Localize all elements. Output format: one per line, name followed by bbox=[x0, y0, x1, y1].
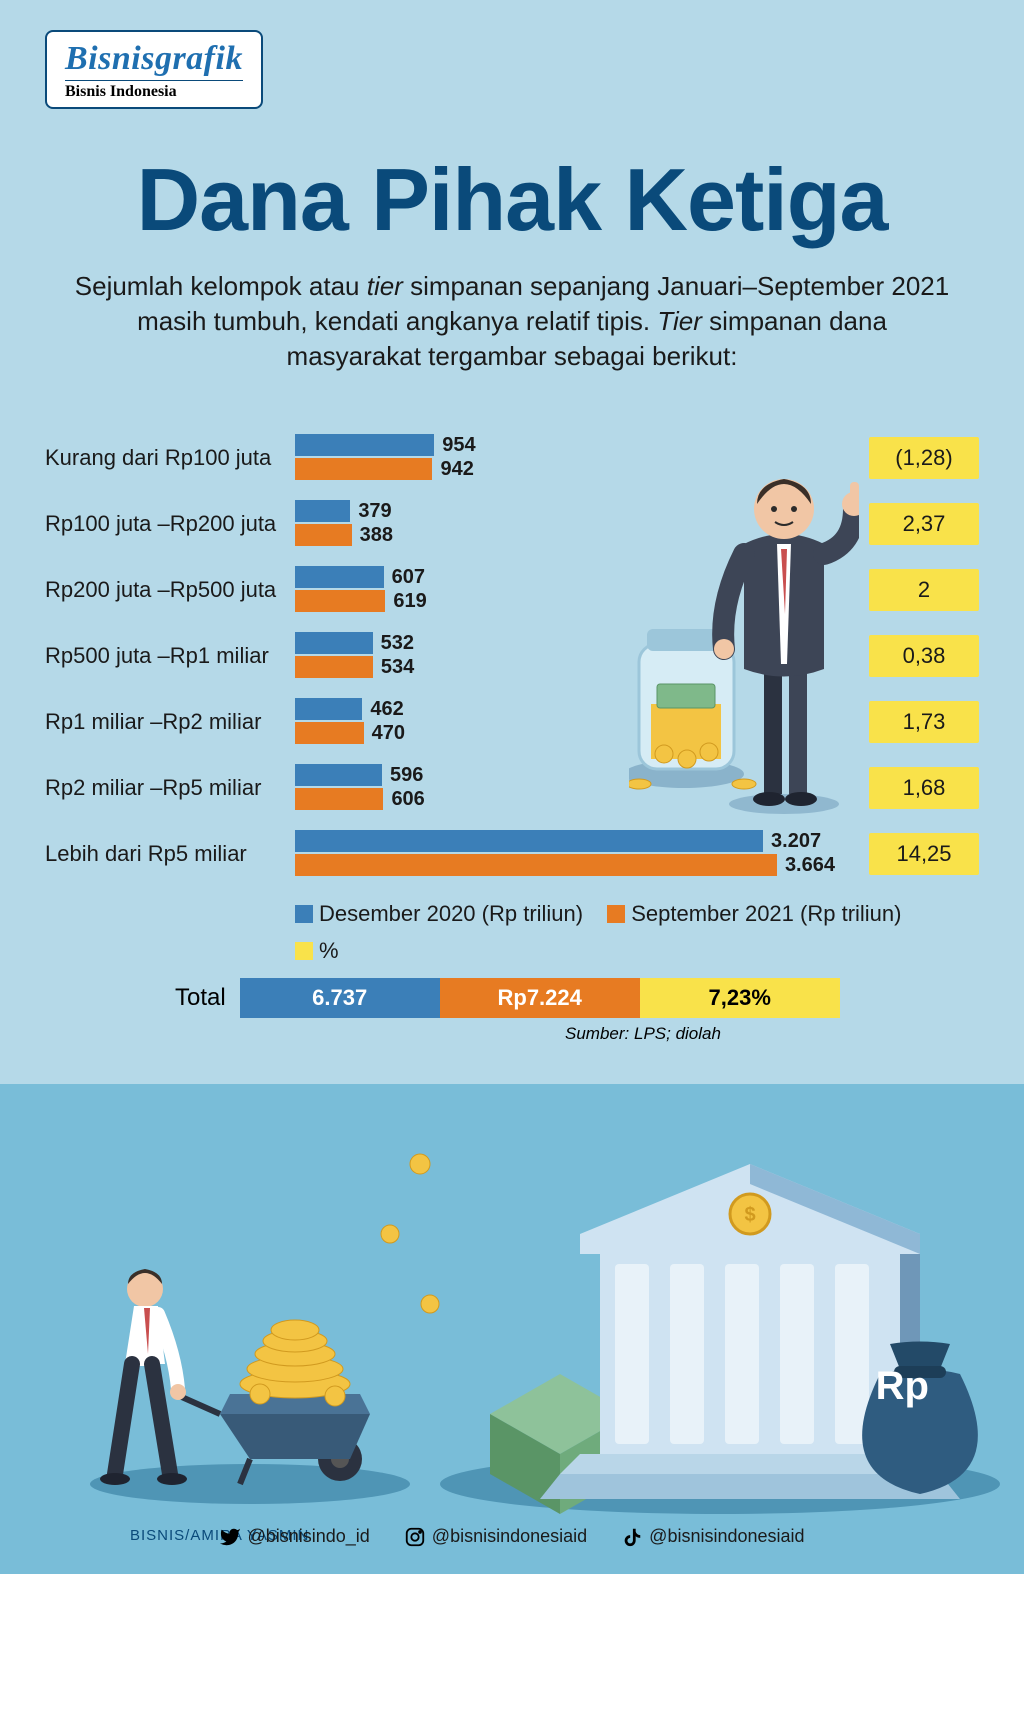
legend-series-b: September 2021 (Rp triliun) bbox=[607, 896, 901, 931]
total-bar: 6.737 Rp7.224 7,23% bbox=[240, 978, 840, 1018]
bar-value-a: 462 bbox=[370, 698, 403, 721]
money-bag-label: Rp bbox=[876, 1364, 929, 1409]
row-label: Lebih dari Rp5 miliar bbox=[45, 841, 295, 867]
source-text: Sumber: LPS; diolah bbox=[565, 1024, 979, 1044]
chart-legend: Desember 2020 (Rp triliun) September 202… bbox=[295, 896, 979, 970]
bar-series-a: 3.207 bbox=[295, 830, 835, 852]
bar-value-b: 388 bbox=[360, 524, 393, 547]
legend-series-a: Desember 2020 (Rp triliun) bbox=[295, 896, 583, 931]
subtitle: Sejumlah kelompok atau tier simpanan sep… bbox=[72, 269, 952, 374]
pct-box: 0,38 bbox=[869, 635, 979, 677]
page-title: Dana Pihak Ketiga bbox=[45, 149, 979, 251]
bar-value-b: 619 bbox=[393, 590, 426, 613]
row-label: Kurang dari Rp100 juta bbox=[45, 445, 295, 471]
infographic-page: Bisnisgrafik Bisnis Indonesia Dana Pihak… bbox=[0, 0, 1024, 1574]
svg-text:$: $ bbox=[744, 1204, 755, 1226]
bank-scene-illustration: $ bbox=[0, 1084, 1024, 1574]
row-label: Rp100 juta –Rp200 juta bbox=[45, 511, 295, 537]
total-label: Total bbox=[175, 984, 226, 1012]
logo-main-text: Bisnisgrafik bbox=[65, 40, 243, 78]
legend-pct: % bbox=[295, 933, 339, 968]
bar-value-a: 607 bbox=[392, 566, 425, 589]
pct-box: 2,37 bbox=[869, 503, 979, 545]
total-row: Total 6.737 Rp7.224 7,23% bbox=[175, 978, 979, 1018]
chart-row: Lebih dari Rp5 miliar 3.207 3.664 14,25 bbox=[45, 830, 979, 878]
bar-value-b: 534 bbox=[381, 656, 414, 679]
pct-box: 1,68 bbox=[869, 767, 979, 809]
pct-box: 14,25 bbox=[869, 833, 979, 875]
row-label: Rp2 miliar –Rp5 miliar bbox=[45, 775, 295, 801]
pct-box: 1,73 bbox=[869, 701, 979, 743]
bar-value-b: 942 bbox=[440, 458, 473, 481]
twitter-icon bbox=[219, 1526, 241, 1548]
bar-value-b: 470 bbox=[372, 722, 405, 745]
bar-value-b: 3.664 bbox=[785, 854, 835, 877]
instagram-icon bbox=[404, 1526, 426, 1548]
bar-value-a: 379 bbox=[358, 500, 391, 523]
social-instagram: @bisnisindonesiaid bbox=[404, 1526, 587, 1548]
bar-value-a: 596 bbox=[390, 764, 423, 787]
bar-chart: Kurang dari Rp100 juta 954 942 (1,28) Rp… bbox=[45, 434, 979, 1044]
total-seg-a: 6.737 bbox=[240, 978, 440, 1018]
social-handles: @bisnisindo_id @bisnisindonesiaid @bisni… bbox=[0, 1526, 1024, 1548]
row-label: Rp500 juta –Rp1 miliar bbox=[45, 643, 295, 669]
social-tiktok: @bisnisindonesiaid bbox=[621, 1526, 804, 1548]
total-seg-pct: 7,23% bbox=[640, 978, 840, 1018]
total-seg-b: Rp7.224 bbox=[440, 978, 640, 1018]
bar-series-b: 3.664 bbox=[295, 854, 835, 876]
logo-sub-text: Bisnis Indonesia bbox=[65, 80, 243, 101]
pct-box: 2 bbox=[869, 569, 979, 611]
row-label: Rp200 juta –Rp500 juta bbox=[45, 577, 295, 603]
social-twitter: @bisnisindo_id bbox=[219, 1526, 369, 1548]
businessman-illustration bbox=[629, 434, 859, 814]
tiktok-icon bbox=[621, 1526, 643, 1548]
brand-logo: Bisnisgrafik Bisnis Indonesia bbox=[45, 30, 263, 109]
bar-value-a: 532 bbox=[381, 632, 414, 655]
lower-illustration: $ bbox=[0, 1084, 1024, 1574]
bar-value-a: 954 bbox=[442, 434, 475, 457]
pct-box: (1,28) bbox=[869, 437, 979, 479]
upper-section: Bisnisgrafik Bisnis Indonesia Dana Pihak… bbox=[0, 0, 1024, 1084]
row-bars: 3.207 3.664 bbox=[295, 830, 835, 878]
row-label: Rp1 miliar –Rp2 miliar bbox=[45, 709, 295, 735]
bar-value-a: 3.207 bbox=[771, 830, 821, 853]
bar-value-b: 606 bbox=[391, 788, 424, 811]
